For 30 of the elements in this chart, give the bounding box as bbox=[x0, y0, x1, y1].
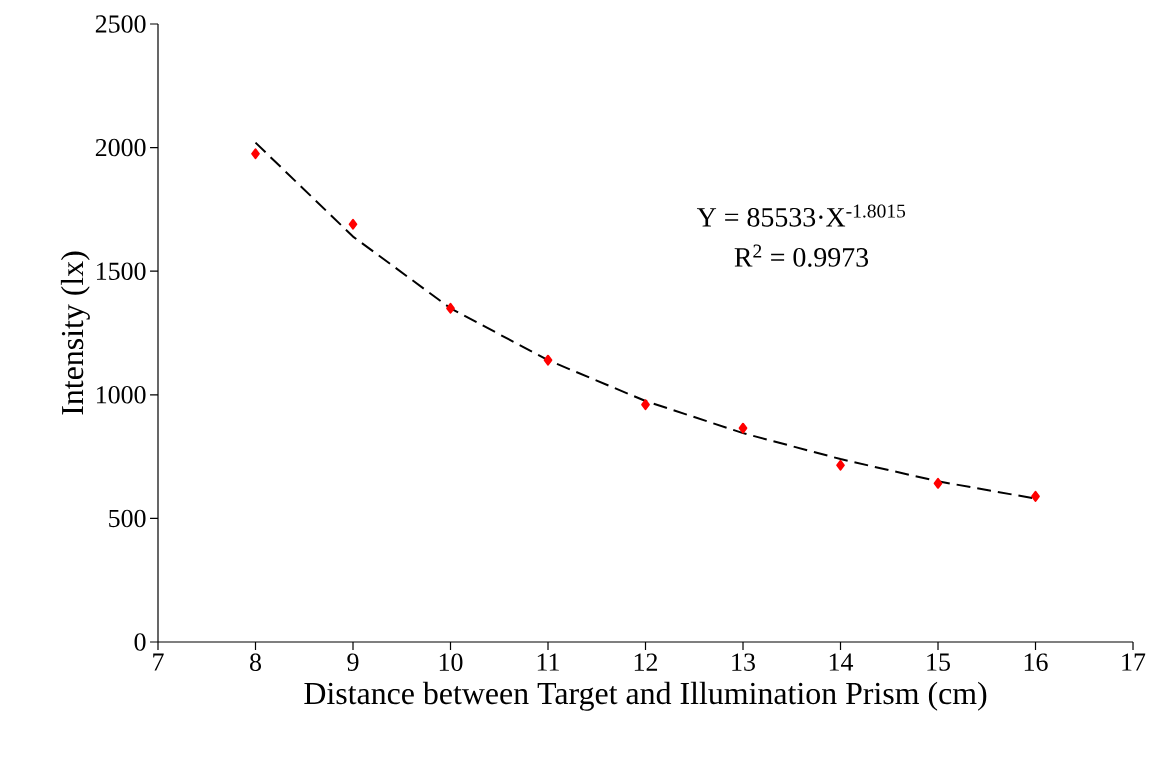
x-axis-title: Distance between Target and Illumination Prism (cm) bbox=[304, 681, 987, 711]
point bbox=[446, 302, 455, 314]
x-tick-label: 14 bbox=[829, 653, 854, 671]
point bbox=[348, 218, 358, 230]
x-tick-label: 8 bbox=[250, 653, 261, 671]
y-tick-label: 500 bbox=[109, 509, 146, 528]
y-axis-title: Intensity (lx) bbox=[60, 251, 90, 415]
x-tick-label: 7 bbox=[153, 653, 164, 671]
y-tick-label: 1500 bbox=[96, 262, 146, 280]
y-tick-label: 2500 bbox=[95, 15, 146, 33]
point bbox=[738, 422, 748, 434]
y-tick-label: 0 bbox=[134, 633, 146, 651]
annotation: R$^{2}$ = 0.9973 bbox=[734, 244, 869, 267]
x-tick-label: 12 bbox=[634, 653, 658, 671]
point bbox=[1031, 490, 1040, 502]
x-tick-label: 16 bbox=[1024, 653, 1048, 671]
x-tick-label: 17 bbox=[1122, 653, 1146, 671]
point bbox=[836, 459, 845, 471]
x-tick-label: 11 bbox=[537, 653, 559, 671]
x-tick-label: 13 bbox=[732, 653, 755, 671]
y-tick-label: 1000 bbox=[96, 386, 146, 404]
annotation: Y = 85533·X$^{-1.8015}$ bbox=[696, 204, 906, 227]
x-tick-label: 15 bbox=[927, 653, 950, 671]
point bbox=[251, 148, 260, 160]
y-tick-label: 2000 bbox=[95, 138, 146, 157]
x-tick-label: 10 bbox=[439, 653, 463, 671]
point bbox=[641, 399, 650, 411]
point bbox=[543, 354, 553, 366]
point bbox=[933, 477, 943, 489]
x-tick-label: 9 bbox=[347, 653, 359, 671]
